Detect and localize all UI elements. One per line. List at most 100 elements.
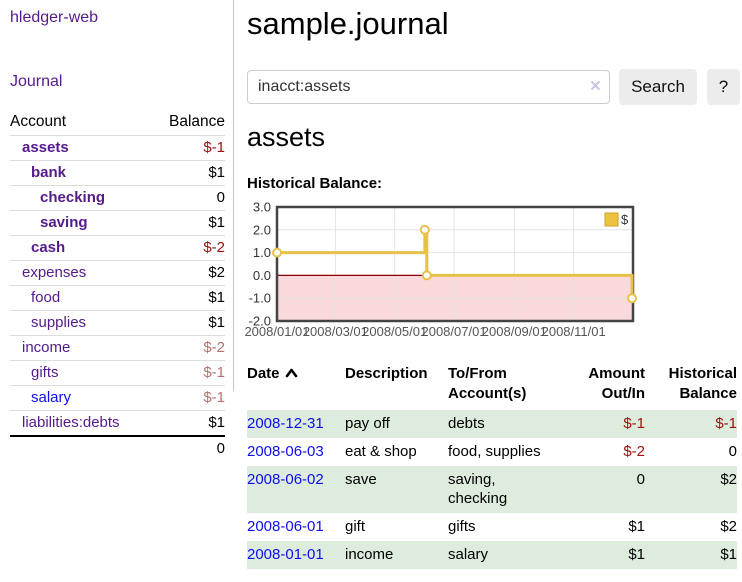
transaction-balance: $-1 [715, 415, 737, 432]
account-row: food $1 [10, 285, 225, 311]
legend-label: $ [621, 212, 629, 227]
sidebar-divider [233, 0, 234, 391]
transaction-balance: $1 [720, 546, 737, 563]
transaction-description: pay off [345, 415, 390, 432]
account-link[interactable]: liabilities:debts [22, 414, 120, 431]
transaction-balance: 0 [728, 443, 737, 460]
account-link[interactable]: gifts [31, 364, 59, 381]
plot-border [275, 205, 635, 323]
account-link[interactable]: bank [31, 164, 67, 181]
accounts-total-spacer [10, 435, 153, 461]
account-balance: $-1 [152, 360, 225, 386]
account-balance: $1 [152, 285, 225, 311]
data-point-marker [421, 270, 432, 281]
register-header-date[interactable]: Date [247, 362, 345, 410]
transaction-description: eat & shop [345, 443, 417, 460]
x-tick-label: 2008/11/01 [542, 324, 606, 339]
sidebar-item-journal[interactable]: Journal [10, 73, 63, 90]
search-box: × [247, 70, 610, 104]
y-tick-label: 2.0 [253, 222, 271, 237]
account-row: assets $-1 [10, 135, 225, 161]
register-header-description: Description [345, 365, 428, 382]
register-row: 2008-06-01 gift gifts $1 $2 [247, 513, 737, 541]
clear-search-icon[interactable]: × [589, 76, 601, 97]
legend-swatch [604, 212, 619, 227]
register-table: Date Description To/From Account(s) Amou… [247, 362, 737, 569]
brand-link[interactable]: hledger-web [10, 9, 99, 26]
account-heading: assets [247, 122, 326, 152]
account-link[interactable]: salary [31, 389, 72, 406]
account-link[interactable]: income [22, 339, 71, 356]
account-row: income $-2 [10, 335, 225, 361]
x-tick-label: 2008/07/01 [421, 324, 486, 339]
transaction-date-link[interactable]: 2008-12-31 [247, 415, 324, 432]
account-row: cash $-2 [10, 235, 225, 261]
transaction-amount: $-1 [623, 415, 645, 432]
account-row: bank $1 [10, 160, 225, 186]
register-header-amount: Amount Out/In [588, 365, 645, 402]
transaction-accounts: saving, checking [448, 471, 508, 507]
account-balance: $2 [152, 260, 225, 286]
account-link[interactable]: checking [40, 189, 106, 206]
transaction-accounts: debts [448, 415, 485, 432]
account-link[interactable]: supplies [31, 314, 87, 331]
sidebar: hledger-web Journal Account Balance asse… [0, 0, 233, 461]
search-input[interactable] [247, 70, 610, 104]
balance-chart-svg: 3.0 2.0 1.0 0.0 -1.0 -2.02008/01/012008/03/01… [244, 200, 638, 339]
account-balance: 0 [152, 185, 225, 211]
account-balance: $1 [152, 210, 225, 236]
x-tick-label: 2008/03/01 [303, 324, 368, 339]
transaction-description: gift [345, 518, 366, 535]
transaction-amount: $-2 [623, 443, 645, 460]
register-header-tofrom: To/From Account(s) [448, 365, 527, 402]
search-form: × Search ? [247, 69, 740, 105]
accounts-header-row: Account Balance [10, 111, 225, 136]
transaction-date-link[interactable]: 2008-06-02 [247, 471, 324, 488]
transaction-accounts: gifts [448, 518, 476, 535]
account-link[interactable]: cash [31, 239, 66, 256]
sort-ascending-icon [285, 368, 297, 378]
x-tick-label: 2008/09/01 [482, 324, 547, 339]
y-tick-label: -1.0 [249, 291, 271, 306]
x-tick-label: 2008/01/01 [244, 324, 309, 339]
account-link[interactable]: assets [22, 139, 69, 156]
transaction-date-link[interactable]: 2008-06-01 [247, 518, 324, 535]
account-balance: $-1 [152, 385, 225, 411]
account-row: saving $1 [10, 210, 225, 236]
main-content: sample.journal × Search ? assets Histori… [244, 0, 742, 582]
account-balance: $1 [152, 160, 225, 186]
transaction-date-link[interactable]: 2008-01-01 [247, 546, 324, 563]
transaction-amount: $1 [628, 518, 645, 535]
search-button[interactable]: Search [619, 69, 697, 105]
register-row: 2008-06-03 eat & shop food, supplies $-2 0 [247, 438, 737, 466]
register-header-balance: Historical Balance [668, 365, 737, 402]
transaction-description: save [345, 471, 377, 488]
account-row: expenses $2 [10, 260, 225, 286]
data-point-marker [627, 293, 638, 304]
account-row: supplies $1 [10, 310, 225, 336]
accounts-total-row: 0 [10, 435, 225, 461]
account-link[interactable]: food [31, 289, 61, 306]
y-tick-label: 0.0 [253, 268, 271, 283]
account-link[interactable]: saving [40, 214, 88, 231]
accounts-table: Account Balance assets $-1 bank $1 checking 0… [10, 111, 225, 461]
accounts-total-value: 0 [152, 435, 225, 461]
data-point-marker [272, 247, 282, 258]
account-balance: $-1 [152, 135, 225, 161]
account-row: liabilities:debts $1 [10, 410, 225, 436]
transaction-balance: $2 [720, 471, 737, 488]
transaction-amount: $1 [628, 546, 645, 563]
y-tick-label: 3.0 [253, 202, 271, 215]
transaction-accounts: food, supplies [448, 443, 541, 460]
account-row: salary $-1 [10, 385, 225, 411]
register-row: 2008-12-31 pay off debts $-1 $-1 [247, 410, 737, 438]
data-point-marker [419, 224, 430, 235]
account-link[interactable]: expenses [22, 264, 87, 281]
x-tick-label: 2008/05/01 [362, 324, 427, 339]
register-row: 2008-01-01 income salary $1 $1 [247, 541, 737, 569]
help-button[interactable]: ? [707, 69, 740, 105]
transaction-date-link[interactable]: 2008-06-03 [247, 443, 324, 460]
transaction-description: income [345, 546, 394, 563]
account-row: gifts $-1 [10, 360, 225, 386]
